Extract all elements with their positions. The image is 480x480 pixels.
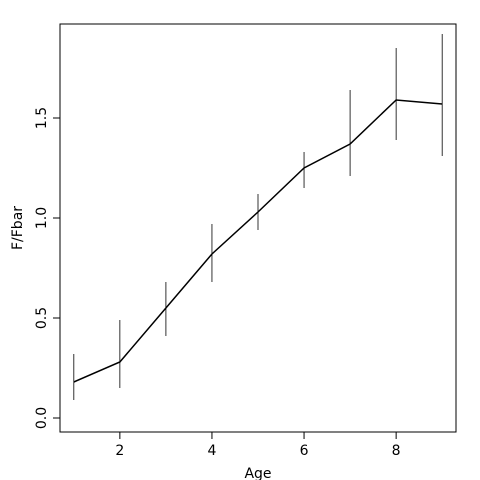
series-line bbox=[73, 99, 443, 383]
x-tick-label-8: 8 bbox=[392, 443, 401, 459]
plot-frame bbox=[59, 23, 457, 433]
x-axis: 2 4 6 8 bbox=[115, 432, 401, 459]
y-tick-label-0: 0.0 bbox=[34, 407, 50, 429]
error-bars bbox=[73, 34, 443, 400]
x-tick-label-4: 4 bbox=[207, 443, 216, 459]
y-tick-label-1: 0.5 bbox=[34, 307, 50, 329]
x-tick-label-6: 6 bbox=[300, 443, 309, 459]
y-axis: 0.0 0.5 1.0 1.5 bbox=[34, 107, 60, 429]
y-tick-label-2: 1.0 bbox=[34, 207, 50, 229]
x-tick-label-2: 2 bbox=[115, 443, 124, 459]
y-tick-label-3: 1.5 bbox=[34, 107, 50, 129]
y-axis-label: F/Fbar bbox=[10, 206, 26, 250]
x-axis-label: Age bbox=[244, 466, 271, 480]
